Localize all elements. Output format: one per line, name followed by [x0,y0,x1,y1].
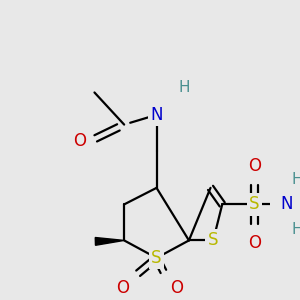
Text: O: O [248,234,261,252]
Text: H: H [292,222,300,237]
Text: N: N [150,106,163,124]
Text: H: H [292,172,300,187]
Polygon shape [95,238,124,245]
Text: O: O [248,157,261,175]
Text: O: O [170,279,183,297]
Text: H: H [178,80,190,95]
Text: S: S [151,249,162,267]
Text: O: O [74,132,86,150]
Text: S: S [208,231,218,249]
Text: O: O [117,279,130,297]
Text: N: N [281,195,293,213]
Text: S: S [249,195,260,213]
